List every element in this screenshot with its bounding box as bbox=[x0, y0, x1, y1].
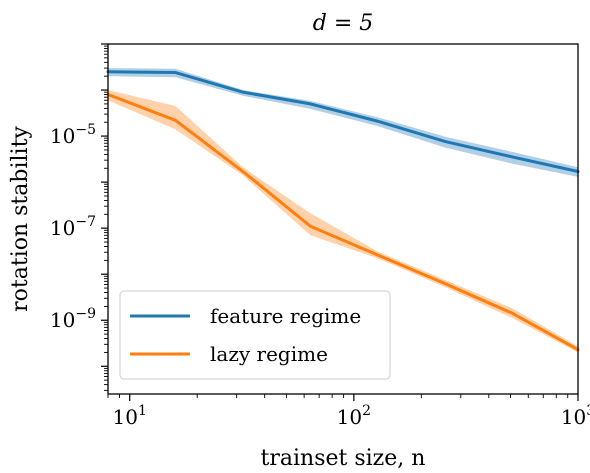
legend-label-lazy-regime: lazy regime bbox=[210, 342, 328, 366]
line-feature-regime bbox=[106, 70, 580, 174]
y-axis-label: rotation stability bbox=[8, 126, 33, 312]
chart-title: d = 5 bbox=[313, 11, 374, 36]
legend: feature regime lazy regime bbox=[119, 290, 391, 380]
x-tick-label: 103 bbox=[561, 403, 590, 429]
x-axis-ticks: 101 102 103 bbox=[107, 394, 590, 429]
x-tick-label: 101 bbox=[113, 403, 147, 429]
x-tick-label: 102 bbox=[337, 403, 371, 429]
y-tick-label: 10−9 bbox=[50, 306, 96, 332]
y-tick-label: 10−5 bbox=[50, 122, 96, 148]
band-feature-regime bbox=[108, 68, 578, 177]
series-lines bbox=[106, 70, 580, 352]
legend-label-feature-regime: feature regime bbox=[210, 304, 361, 328]
plot-frame bbox=[107, 43, 579, 395]
confidence-bands bbox=[108, 68, 578, 353]
y-tick-label: 10−7 bbox=[50, 214, 96, 240]
band-lazy-regime bbox=[108, 90, 578, 353]
line-lazy-regime bbox=[106, 93, 580, 352]
x-axis-label: trainset size, n bbox=[261, 446, 426, 471]
y-axis-ticks: 10−9 10−7 10−5 bbox=[50, 43, 108, 391]
legend-box bbox=[119, 290, 391, 380]
